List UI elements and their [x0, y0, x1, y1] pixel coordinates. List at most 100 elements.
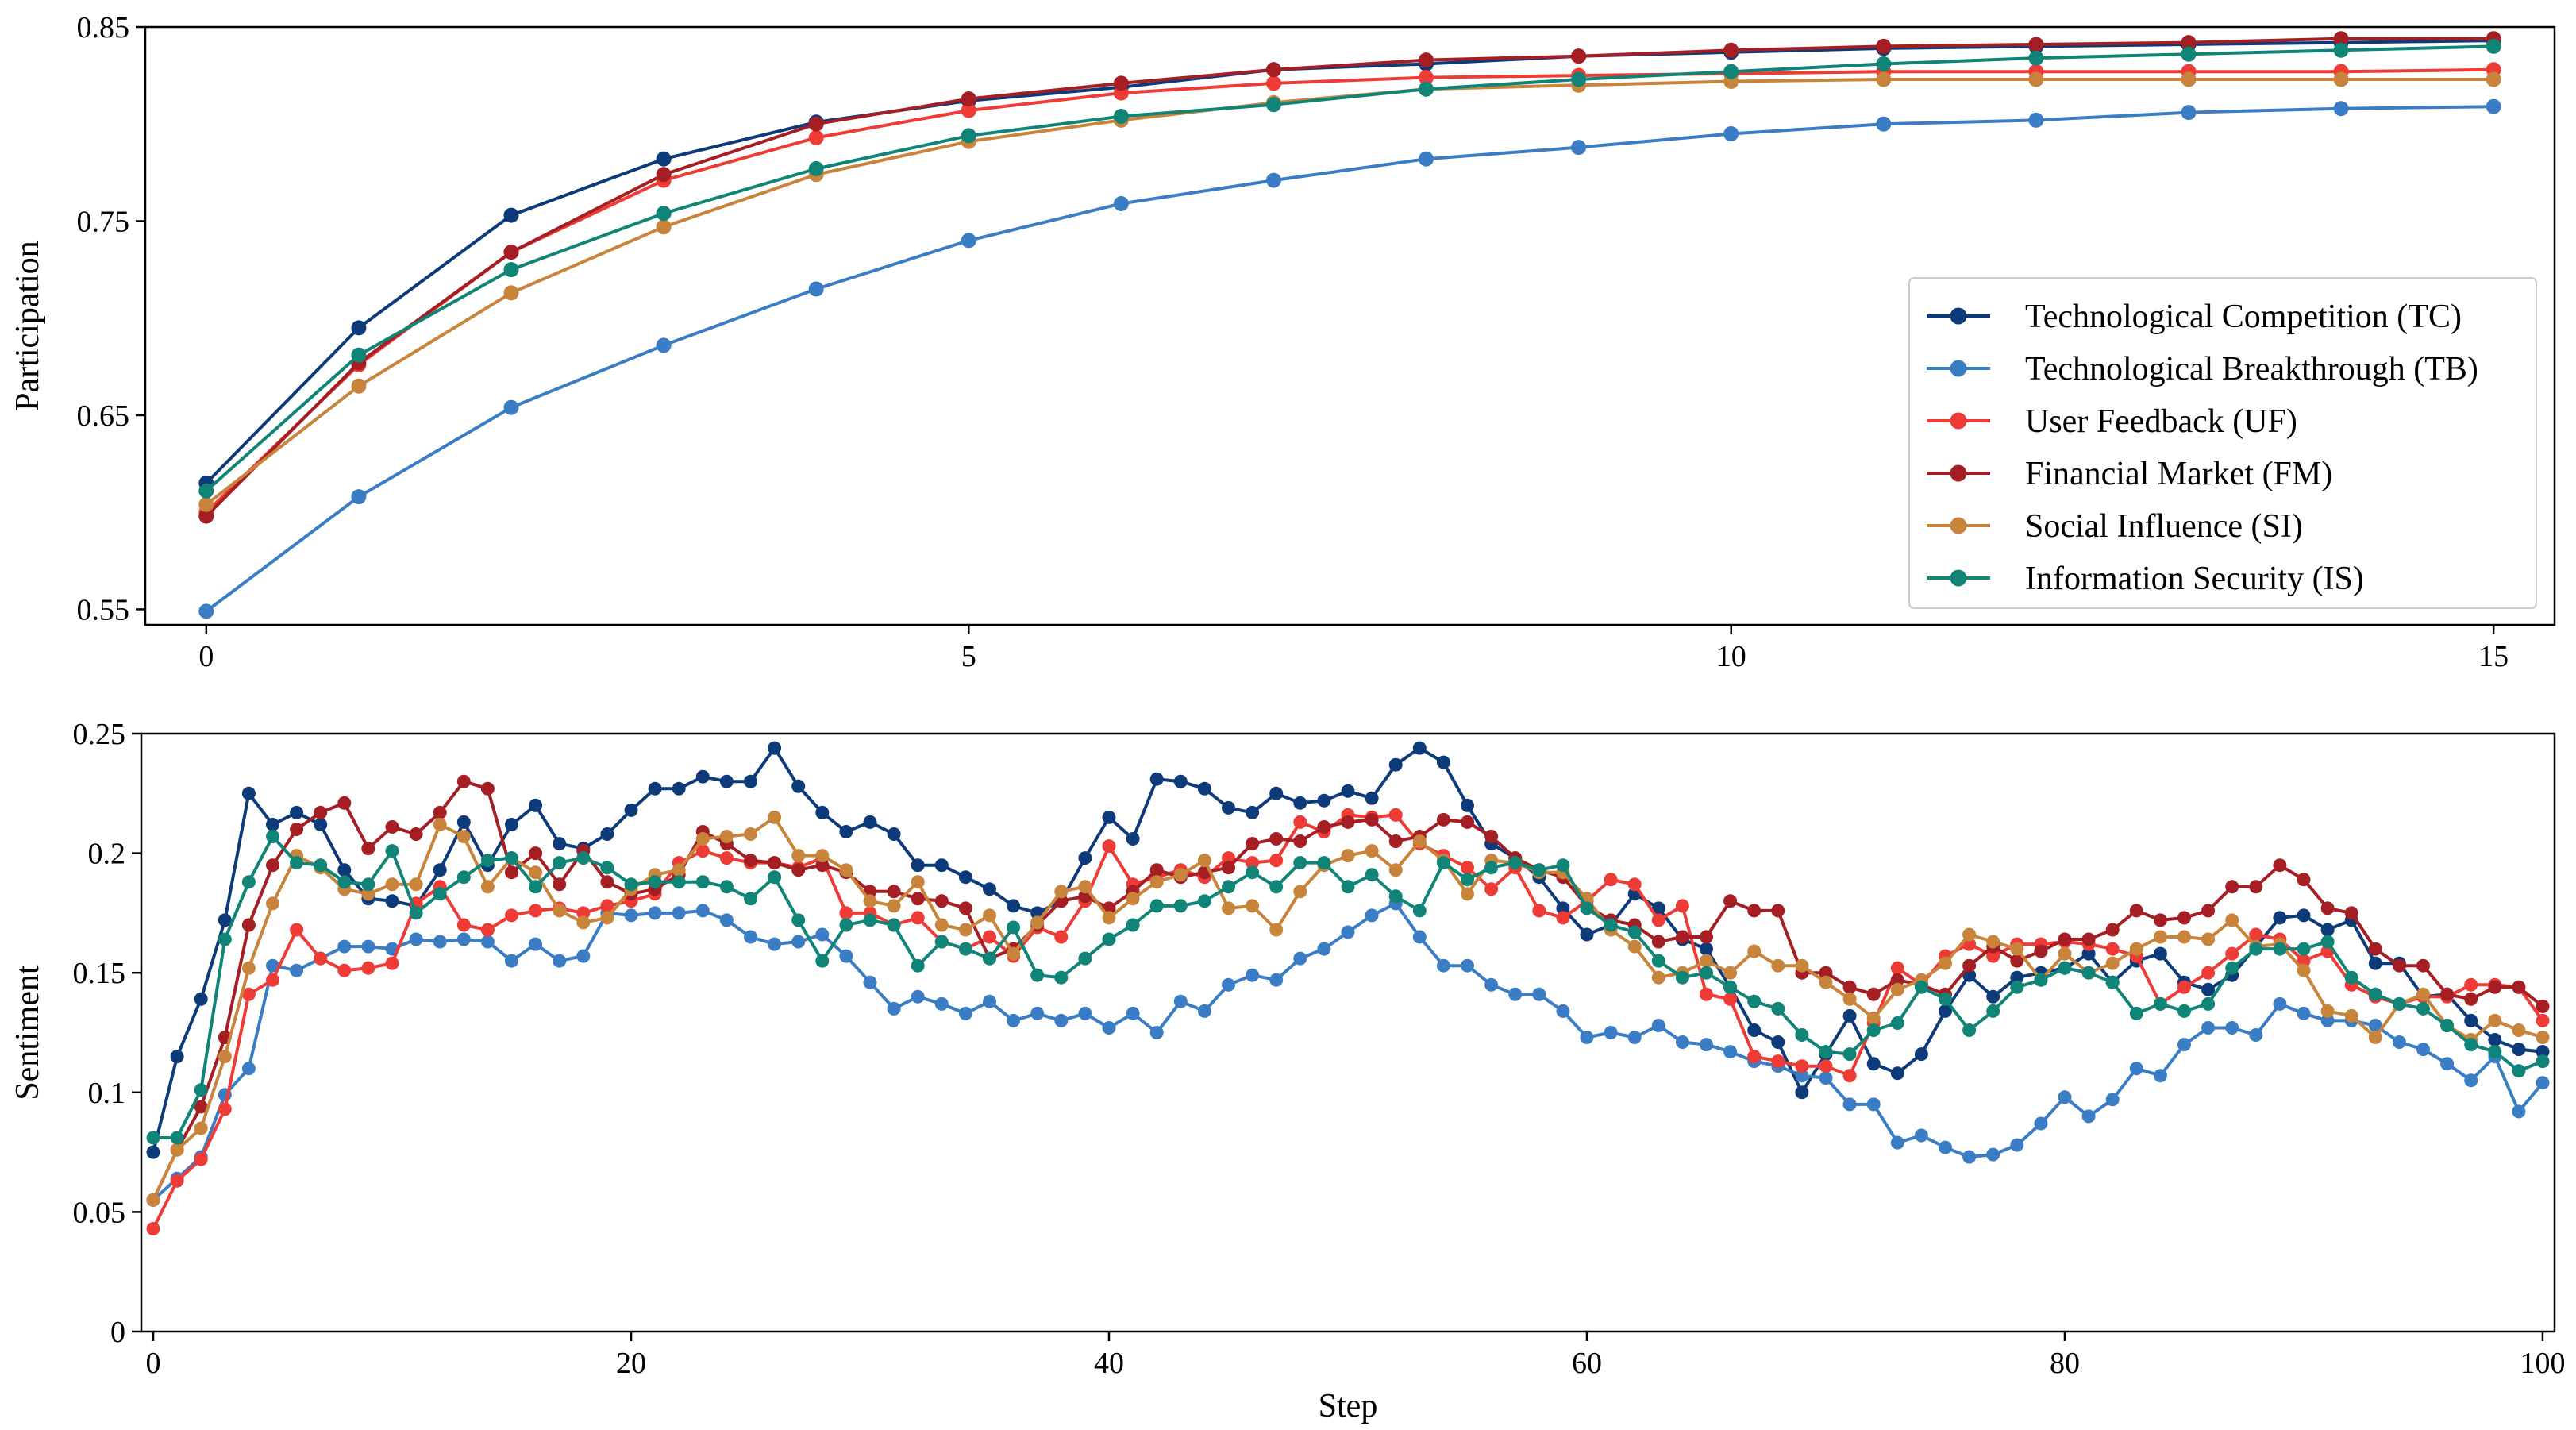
data-point: [1269, 880, 1284, 894]
data-point: [409, 827, 423, 841]
data-point: [337, 963, 352, 977]
data-point: [576, 906, 591, 920]
data-point: [1030, 915, 1045, 930]
data-point: [1890, 1066, 1904, 1081]
data-point: [1126, 918, 1140, 932]
data-point: [241, 961, 256, 975]
data-point: [1939, 1140, 1952, 1154]
data-point: [1222, 851, 1235, 865]
legend-item: User Feedback (UF): [1927, 403, 2297, 440]
data-point: [2249, 880, 2263, 894]
legend-label: Social Influence (SI): [2025, 508, 2303, 545]
data-point: [2201, 966, 2216, 980]
data-point: [1771, 904, 1785, 918]
data-point: [194, 1152, 208, 1166]
data-point: [1365, 844, 1379, 858]
data-point: [839, 825, 853, 838]
data-point: [529, 865, 543, 880]
data-point: [1876, 71, 1892, 87]
data-point: [656, 337, 672, 353]
legend-box: [1908, 277, 2537, 609]
data-point: [385, 956, 399, 970]
data-point: [791, 779, 806, 793]
data-point: [1890, 1135, 1904, 1150]
data-point: [719, 851, 734, 865]
data-point: [1890, 973, 1904, 987]
data-point: [934, 935, 949, 949]
data-point: [1173, 868, 1188, 882]
data-point: [2201, 904, 2216, 918]
data-point: [290, 923, 304, 937]
data-point: [815, 954, 830, 968]
data-point: [1436, 755, 1450, 769]
data-point: [385, 877, 399, 892]
data-point: [2536, 1076, 2550, 1090]
data-point: [600, 911, 614, 925]
data-point: [576, 851, 591, 865]
data-point: [266, 830, 279, 843]
data-point: [146, 1222, 160, 1235]
data-point: [1341, 815, 1355, 829]
data-point: [1876, 56, 1892, 71]
y-tick-label: 0.1: [88, 1077, 126, 1110]
data-point: [456, 932, 471, 946]
data-point: [2333, 101, 2349, 117]
data-point: [2464, 977, 2478, 992]
legend-item: Social Influence (SI): [1927, 508, 2303, 545]
data-point: [2368, 1019, 2382, 1032]
y-tick-label: 0.25: [73, 718, 126, 751]
legend-item: Technological Competition (TC): [1927, 299, 2462, 335]
data-point: [1556, 1004, 1570, 1018]
data-point: [808, 116, 824, 132]
data-point: [198, 508, 214, 524]
data-point: [218, 932, 232, 946]
data-point: [218, 1050, 232, 1064]
data-point: [480, 935, 495, 949]
data-point: [337, 875, 352, 889]
data-point: [1986, 1004, 2000, 1018]
x-tick-label: 15: [2478, 640, 2509, 673]
data-point: [1461, 958, 1474, 973]
data-point: [170, 1143, 184, 1157]
data-point: [1197, 1004, 1211, 1018]
data-point: [2153, 946, 2167, 961]
data-point: [2536, 1045, 2550, 1059]
data-point: [656, 206, 672, 222]
data-point: [2368, 1031, 2382, 1044]
legend-label: Financial Market (FM): [2025, 456, 2332, 492]
participation-chart: 0 5 10 15 0.55 0.65 0.75 0.85 Participation Techn…: [10, 11, 2556, 673]
legend-marker: [1950, 517, 1967, 534]
data-point: [2464, 992, 2478, 1006]
data-point: [503, 285, 519, 301]
data-point: [719, 774, 734, 788]
data-point: [624, 908, 638, 923]
x-tick-label: 60: [1572, 1347, 1602, 1380]
data-point: [2344, 970, 2358, 985]
plot-frame: [140, 732, 2556, 1333]
plot-frame: [144, 25, 2556, 626]
data-point: [672, 781, 686, 796]
data-point: [1388, 834, 1403, 848]
data-point: [241, 786, 256, 800]
data-point: [1890, 1016, 1904, 1030]
data-point: [1700, 987, 1713, 1001]
data-point: [624, 803, 638, 817]
data-point: [2440, 1019, 2455, 1032]
data-point: [1651, 901, 1665, 915]
data-point: [2105, 942, 2120, 956]
data-point: [385, 844, 399, 858]
data-point: [2536, 999, 2550, 1013]
data-point: [337, 939, 352, 954]
data-point: [2129, 1006, 2143, 1020]
data-point: [1795, 1059, 1809, 1073]
data-point: [2536, 1031, 2550, 1044]
data-point: [2416, 1043, 2430, 1057]
data-point: [2081, 966, 2096, 980]
data-point: [2201, 996, 2216, 1011]
data-point: [2034, 944, 2048, 958]
x-tick-label: 80: [2050, 1347, 2080, 1380]
data-point: [808, 281, 824, 297]
data-point: [529, 937, 543, 951]
data-point: [351, 378, 367, 394]
x-tick-label: 0: [146, 1347, 161, 1380]
